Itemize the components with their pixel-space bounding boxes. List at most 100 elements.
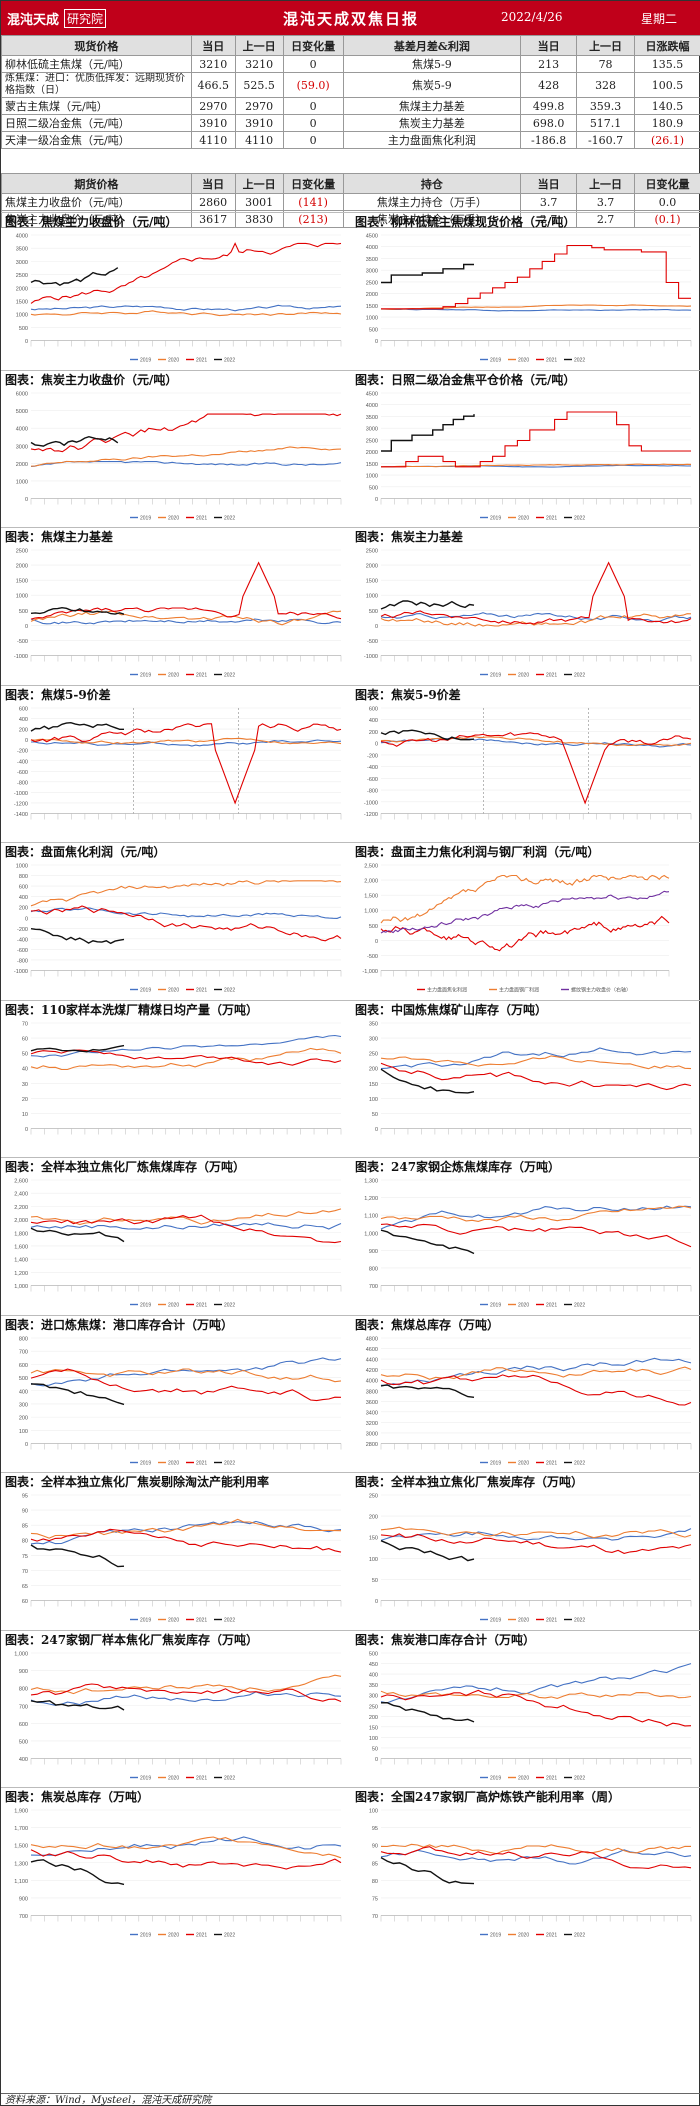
table-cell-chg: (213) [282, 210, 344, 228]
source-footnote: 资料来源：Wind，Mysteel，混沌天成研究院 [1, 2093, 700, 2106]
y-tick-label: 2000 [16, 564, 28, 570]
series-line [380, 1526, 692, 1539]
table-row: 焦炭主力收盘价（元/吨） 3617 3830 (213) 焦炭主力持仓（万手） 2.7 2.… [1, 210, 700, 228]
legend-label: 2021 [196, 1303, 207, 1309]
y-tick-label: 4000 [366, 403, 378, 409]
row-divider [1, 1787, 700, 1788]
row-divider [1, 527, 700, 528]
legend-label: 2022 [574, 1460, 585, 1466]
chart-title: 图表：焦炭港口库存合计（万吨） [355, 1632, 536, 1647]
series-line [30, 1222, 342, 1230]
col-header: 现货价格 [1, 35, 192, 56]
chart-svg: 600 400 200 0 -200 -400 -600 -800 -1000 -1200 [364, 706, 692, 819]
y-tick-label: 100 [369, 1809, 378, 1815]
y-tick-label: 600 [19, 1362, 28, 1368]
series-line [380, 915, 670, 952]
table-cell-chg2: 135.5 [634, 55, 700, 73]
legend-label: 2021 [546, 515, 557, 521]
series-line [30, 413, 342, 452]
y-tick-label: 400 [369, 1672, 378, 1678]
series-line [380, 463, 692, 467]
y-tick-label: 2800 [366, 1442, 378, 1448]
y-tick-label: 4200 [366, 1368, 378, 1374]
y-tick-label: -800 [17, 958, 28, 964]
legend-label: 2022 [224, 1775, 235, 1781]
y-tick-label: 250 [369, 1051, 378, 1057]
y-tick-label: 1,700 [14, 1826, 28, 1832]
y-tick-label: 65 [22, 1584, 28, 1590]
y-tick-label: 50 [22, 1051, 28, 1057]
y-tick-label: 1,100 [364, 1214, 378, 1220]
chart-svg: 2500 2000 1500 1000 500 0 -500 -1000 2019 2020 202… [364, 549, 692, 679]
table-cell-prev: 525.5 [234, 72, 284, 98]
chart-svg: 4500 4000 3500 3000 2500 2000 1500 1000 500 0 2019… [366, 391, 692, 521]
series-line [380, 731, 692, 805]
futures-price-table: 期货价格 当日 上一日 日变化量 持仓 当日 上一日 日变化量 焦煤主力收盘价（… [1, 173, 700, 228]
y-tick-label: 1000 [366, 473, 378, 479]
y-tick-label: 350 [369, 1683, 378, 1689]
y-tick-label: 0 [25, 624, 28, 630]
table-cell-cur: 2970 [190, 97, 236, 115]
table-cell-name2: 焦煤主力基差 [342, 97, 522, 115]
y-tick-label: 1500 [16, 579, 28, 585]
y-tick-label: -1000 [364, 654, 378, 660]
series-line [30, 905, 342, 942]
y-tick-label: 3000 [366, 426, 378, 432]
y-tick-label: 0 [375, 1127, 378, 1133]
legend-label: 2022 [574, 673, 585, 679]
table-cell-prev2: 3.7 [576, 193, 636, 211]
chart-panel: 图表：柳林低硫主焦煤现货价格（元/吨） 4500 4000 3500 3000 2500 2… [351, 213, 700, 369]
y-tick-label: 0 [375, 339, 378, 345]
y-tick-label: 2,600 [14, 1179, 28, 1185]
col-header: 上一日 [576, 35, 636, 56]
y-tick-label: 80 [372, 1879, 378, 1885]
series-line [380, 1849, 692, 1865]
legend-label: 2019 [490, 358, 501, 364]
table-cell-chg: (59.0) [282, 72, 344, 98]
table-cell-cur2: 499.8 [520, 97, 578, 115]
table-cell-chg2: 140.5 [634, 97, 700, 115]
y-tick-label: 95 [372, 1826, 378, 1832]
y-tick-label: 70 [22, 1569, 28, 1575]
series-line [30, 1044, 125, 1053]
table-cell-cur: 3210 [190, 55, 236, 73]
y-tick-label: 700 [19, 1704, 28, 1710]
chart-panel: 图表：盘面主力焦化利润与钢厂利润（元/吨） 2,500 2,000 1,500 1,00… [351, 843, 700, 999]
legend-label: 2020 [518, 1460, 529, 1466]
series-line [380, 1068, 475, 1094]
table-cell-chg: 0 [282, 114, 344, 132]
y-tick-label: 4000 [16, 426, 28, 432]
series-line [30, 1849, 342, 1870]
legend-label: 2019 [490, 1460, 501, 1466]
y-tick-label: 200 [369, 1066, 378, 1072]
chart-svg: 250 200 150 100 50 0 2019 2020 2021 2022 [369, 1494, 692, 1624]
y-tick-label: -600 [17, 948, 28, 954]
y-tick-label: 100 [369, 1557, 378, 1563]
y-tick-label: 400 [19, 1389, 28, 1395]
legend-label: 2022 [224, 1303, 235, 1309]
y-tick-label: 4600 [366, 1347, 378, 1353]
chart-svg: 1,000 900 800 700 600 500 400 2019 2020 2021 2022 [14, 1651, 342, 1781]
legend-label: 2021 [196, 358, 207, 364]
y-tick-label: 0 [25, 497, 28, 503]
y-tick-label: -500 [367, 639, 378, 645]
y-tick-label: 4800 [366, 1336, 378, 1342]
y-tick-label: 3400 [366, 1410, 378, 1416]
series-line [30, 242, 342, 304]
legend-label: 2022 [224, 1618, 235, 1624]
chart-title: 图表：焦煤5-9价差 [5, 687, 111, 702]
y-tick-label: 0 [375, 1757, 378, 1763]
y-tick-label: 6000 [16, 391, 28, 397]
y-tick-label: 1000 [16, 594, 28, 600]
y-tick-label: 1500 [366, 461, 378, 467]
y-tick-label: 200 [369, 1714, 378, 1720]
series-line [380, 561, 692, 625]
series-line [380, 1843, 691, 1855]
y-tick-label: 3500 [16, 247, 28, 253]
y-tick-label: 0 [25, 1127, 28, 1133]
legend-label: 2019 [140, 1303, 151, 1309]
legend-label: 2019 [140, 1775, 151, 1781]
series-line [381, 410, 691, 467]
y-tick-label: 600 [19, 706, 28, 712]
y-tick-label: 3000 [366, 1431, 378, 1437]
